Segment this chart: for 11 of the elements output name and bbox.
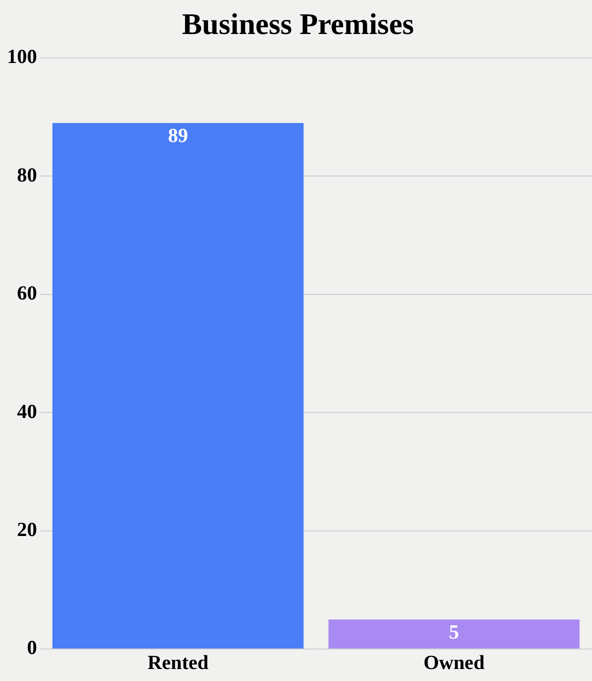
y-tick-label: 0: [27, 637, 37, 660]
y-tick-label: 20: [17, 518, 37, 541]
y-tick-label: 80: [17, 164, 37, 186]
data-label: 89: [168, 125, 188, 148]
y-tick-label: 40: [17, 400, 37, 423]
y-tick-label: 60: [17, 282, 37, 305]
chart-title: Business Premises: [182, 8, 414, 41]
x-tick-label: Rented: [147, 652, 209, 674]
x-tick-label: Owned: [423, 652, 485, 674]
data-label: 5: [449, 622, 459, 644]
y-tick-label: 100: [7, 46, 37, 68]
